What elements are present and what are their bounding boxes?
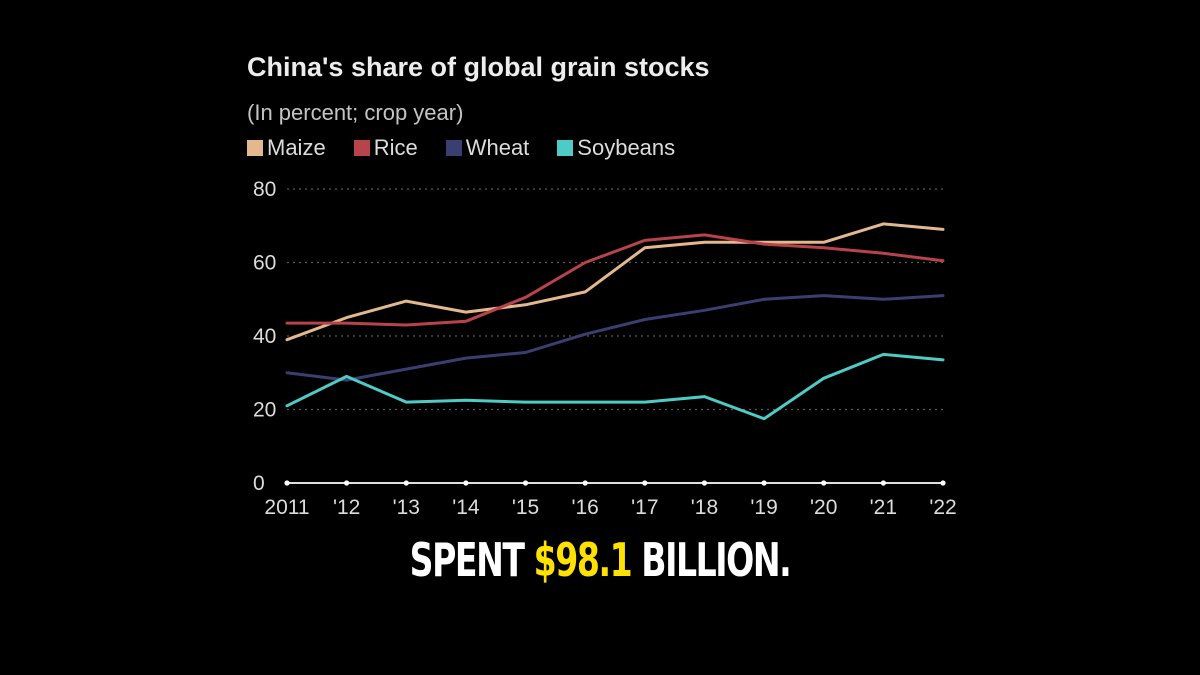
- legend-label: Maize: [267, 135, 326, 160]
- legend-label: Soybeans: [577, 135, 676, 160]
- x-tick-label: '12: [333, 496, 360, 519]
- x-axis-labels: 2011 '12 '13 '14 '15 '16 '17 '18 '19 '20 '21 '22: [264, 496, 956, 519]
- x-tick-label: '15: [512, 496, 539, 519]
- x-tick-label: '22: [929, 496, 956, 519]
- series-line-wheat: [285, 294, 945, 382]
- x-axis: [284, 480, 946, 486]
- x-tick-mark: [701, 480, 708, 486]
- x-tick-mark: [940, 480, 946, 486]
- y-axis-labels: 0 20 40 60 80: [253, 178, 276, 495]
- x-tick-label: 2011: [264, 496, 309, 519]
- x-tick-mark: [284, 480, 290, 486]
- x-tick-mark: [582, 480, 588, 486]
- legend-swatch: [445, 140, 462, 156]
- y-tick-label: 20: [253, 399, 276, 422]
- chart-title: China's share of global grain stocks: [247, 52, 710, 82]
- caption-highlight-amount: $98.1: [533, 533, 633, 587]
- legend-item-soybeans: Soybeans: [557, 135, 675, 161]
- x-tick-label: '13: [393, 496, 420, 519]
- series-lines: [285, 222, 945, 421]
- series-line-maize: [285, 222, 945, 342]
- x-tick-mark: [761, 480, 767, 486]
- x-tick-mark: [463, 480, 469, 486]
- chart-legend: Maize Rice Wheat Soybeans: [247, 135, 703, 161]
- x-tick-mark: [821, 480, 827, 486]
- y-tick-label: 40: [253, 325, 276, 348]
- legend-swatch: [557, 140, 574, 156]
- x-tick-label: '17: [631, 496, 658, 519]
- y-tick-label: 80: [253, 178, 276, 201]
- chart-subtitle: (In percent; crop year): [247, 100, 464, 125]
- legend-swatch: [353, 140, 370, 156]
- x-tick-mark: [880, 480, 886, 486]
- x-tick-label: '20: [810, 496, 837, 519]
- series-line-rice: [285, 233, 945, 327]
- legend-item-wheat: Wheat: [445, 135, 530, 161]
- caption-prefix: SPENT: [409, 533, 525, 587]
- legend-label: Rice: [373, 135, 418, 160]
- legend-item-rice: Rice: [353, 135, 418, 161]
- gridlines: [287, 188, 943, 411]
- x-tick-mark: [344, 480, 350, 486]
- x-tick-mark: [522, 480, 529, 486]
- caption-suffix: BILLION.: [641, 533, 791, 587]
- series-line-soybeans: [285, 352, 945, 421]
- x-tick-mark: [642, 480, 648, 486]
- x-tick-label: '14: [452, 496, 480, 519]
- legend-label: Wheat: [465, 135, 530, 160]
- video-caption: SPENT $98.1 BILLION.: [168, 533, 1032, 587]
- legend-item-maize: Maize: [247, 135, 326, 161]
- legend-swatch: [247, 140, 263, 156]
- y-tick-label: 60: [253, 252, 276, 275]
- x-tick-label: '16: [571, 496, 598, 519]
- x-tick-label: '19: [750, 496, 777, 519]
- x-tick-label: '18: [691, 496, 718, 519]
- y-tick-label: 0: [253, 472, 265, 495]
- x-tick-label: '21: [870, 496, 897, 519]
- x-tick-mark: [403, 480, 409, 486]
